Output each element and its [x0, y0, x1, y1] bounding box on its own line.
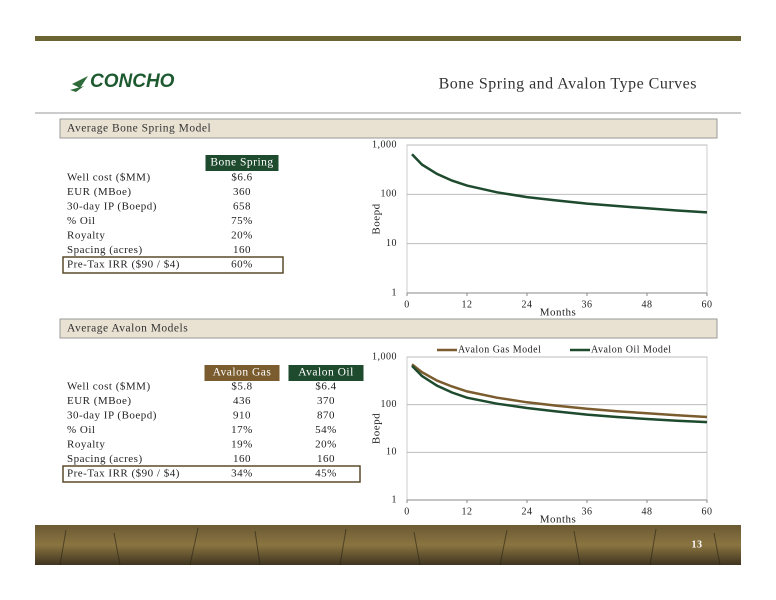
- cell: 20%: [315, 439, 337, 451]
- y-tick-label: 10: [386, 447, 397, 458]
- row-label: Well cost ($MM): [67, 172, 151, 184]
- y-axis-label: Boepd: [371, 413, 383, 444]
- cell: 658: [233, 201, 251, 213]
- cell: 436: [233, 395, 251, 407]
- cell: 20%: [231, 230, 253, 242]
- y-tick-label: 1: [392, 287, 398, 298]
- x-tick-label: 24: [522, 506, 533, 517]
- x-tick-label: 12: [462, 299, 473, 310]
- column-header: Avalon Oil: [298, 367, 354, 379]
- row-label: Spacing (acres): [67, 453, 143, 465]
- section-heading: Average Bone Spring Model: [67, 123, 211, 135]
- x-tick-label: 36: [582, 299, 593, 310]
- highlight-box: [62, 256, 284, 274]
- x-tick-label: 12: [462, 506, 473, 517]
- row-label: Royalty: [67, 230, 105, 242]
- y-tick-label: 100: [381, 189, 398, 200]
- x-tick-label: 0: [404, 299, 410, 310]
- series-line: [411, 363, 708, 419]
- row-label: 30-day IP (Boepd): [67, 201, 157, 213]
- column-header-box: [288, 365, 364, 381]
- column-header-box: [204, 365, 280, 381]
- page-number: 13: [692, 539, 703, 550]
- legend-label: Avalon Gas Model: [458, 344, 541, 355]
- column-header-box: [205, 155, 279, 171]
- logo: CONCHO: [90, 71, 175, 92]
- row-label: 30-day IP (Boepd): [67, 410, 157, 422]
- x-tick-label: 60: [702, 299, 713, 310]
- cell: 19%: [231, 439, 253, 451]
- slide-title: Bone Spring and Avalon Type Curves: [439, 76, 697, 93]
- series-line: [411, 365, 708, 424]
- cell: 75%: [231, 215, 253, 227]
- row-label: Pre-Tax IRR ($90 / $4): [67, 259, 180, 271]
- row-label: Spacing (acres): [67, 244, 143, 256]
- x-tick-label: 0: [404, 506, 410, 517]
- cell: 160: [233, 244, 251, 256]
- row-label: Pre-Tax IRR ($90 / $4): [67, 468, 180, 480]
- column-header: Bone Spring: [210, 157, 273, 169]
- x-tick-label: 60: [702, 506, 713, 517]
- row-label: % Oil: [67, 424, 95, 436]
- row-label: EUR (MBoe): [67, 186, 132, 198]
- x-axis-label: Months: [540, 307, 577, 319]
- x-tick-label: 24: [522, 299, 533, 310]
- cell: 60%: [231, 259, 253, 271]
- cell: 870: [317, 410, 335, 422]
- cell: 360: [233, 186, 251, 198]
- cell: $5.8: [231, 381, 252, 393]
- cell: 160: [233, 453, 251, 465]
- cell: 34%: [231, 468, 253, 480]
- y-tick-label: 1,000: [372, 139, 397, 150]
- cell: $6.6: [231, 172, 252, 184]
- logo-mark: [70, 76, 88, 92]
- row-label: EUR (MBoe): [67, 395, 132, 407]
- footer-image: [35, 525, 741, 565]
- cell: 54%: [315, 424, 337, 436]
- x-tick-label: 48: [642, 299, 653, 310]
- x-tick-label: 48: [642, 506, 653, 517]
- cell: 160: [317, 453, 335, 465]
- cell: 370: [317, 395, 335, 407]
- y-tick-label: 1: [392, 494, 398, 505]
- cell: 45%: [315, 468, 337, 480]
- cell: $6.4: [315, 381, 336, 393]
- y-tick-label: 10: [386, 238, 397, 249]
- row-label: % Oil: [67, 215, 95, 227]
- section-heading: Average Avalon Models: [67, 323, 188, 335]
- cell: 17%: [231, 424, 253, 436]
- y-axis-label: Boepd: [371, 203, 383, 234]
- series-line: [411, 153, 708, 214]
- cell: 910: [233, 410, 251, 422]
- legend-label: Avalon Oil Model: [591, 344, 672, 355]
- row-label: Royalty: [67, 439, 105, 451]
- section-header: [59, 118, 718, 139]
- x-axis-label: Months: [540, 514, 577, 526]
- top-bar: [35, 36, 741, 41]
- plot-frame: [406, 144, 708, 294]
- footer-texture: [59, 527, 721, 566]
- section-header: [59, 318, 718, 339]
- highlight-box: [62, 465, 361, 483]
- y-tick-label: 1,000: [372, 351, 397, 362]
- row-label: Well cost ($MM): [67, 381, 151, 393]
- x-tick-label: 36: [582, 506, 593, 517]
- column-header: Avalon Gas: [213, 367, 272, 379]
- y-tick-label: 100: [381, 399, 398, 410]
- plot-frame: [406, 356, 708, 501]
